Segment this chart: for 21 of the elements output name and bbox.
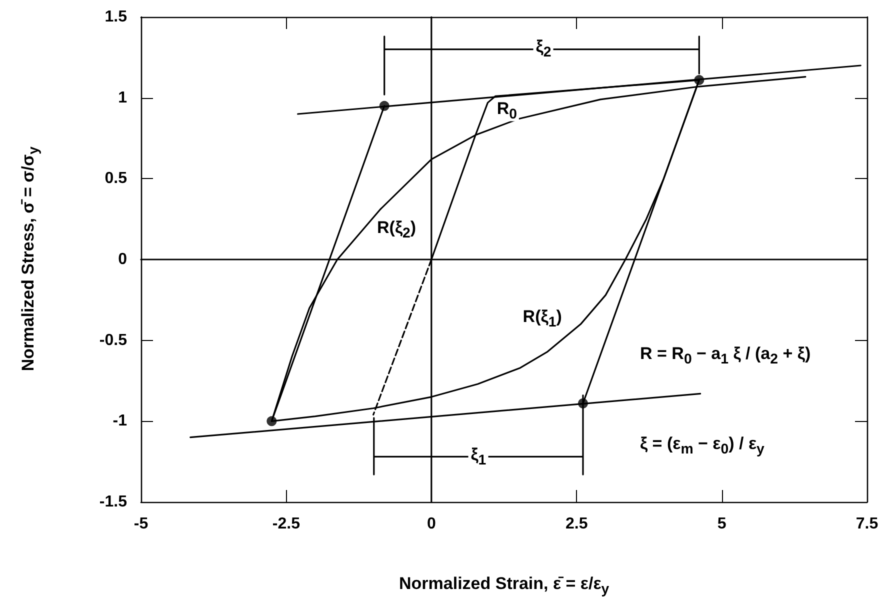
x-tick-label: 2.5 [565,516,588,532]
y-tick-label: 1.5 [104,8,128,26]
annotation: R(ξ$_{2}$) [375,218,418,242]
annotation: ξ$_{2}$ [534,38,554,61]
annotation: R = R$_{0}$ − a$_{1}$ ξ / (a$_{2}$ + ξ) [640,344,811,368]
y-tick-label: 0 [118,251,128,268]
annotation: ξ = (ε$_{m}$ − ε$_{0}$) / ε$_{y}$ [640,434,764,458]
annotation: R$_{0}$ [494,98,519,122]
y-tick-label: -0.5 [99,332,128,349]
y-tick-label: 1 [118,89,128,106]
y-tick-label: 0.5 [104,170,128,188]
annotation: R(ξ$_{1}$) [520,308,564,331]
x-tick-label: 5 [717,516,726,532]
x-tick-label: -5 [134,516,148,532]
y-tick-label: -1.5 [99,494,128,510]
annotation: ξ$_{1}$ [468,444,488,468]
x-axis-title: Normalized Strain, ε̄ = ε/ε$_{y}$ [399,574,610,598]
y-tick-label: -1 [112,412,128,430]
x-tick-label: -2.5 [272,516,300,532]
x-tick-label: 0 [426,516,436,532]
x-tick-label: 7.5 [856,516,878,532]
